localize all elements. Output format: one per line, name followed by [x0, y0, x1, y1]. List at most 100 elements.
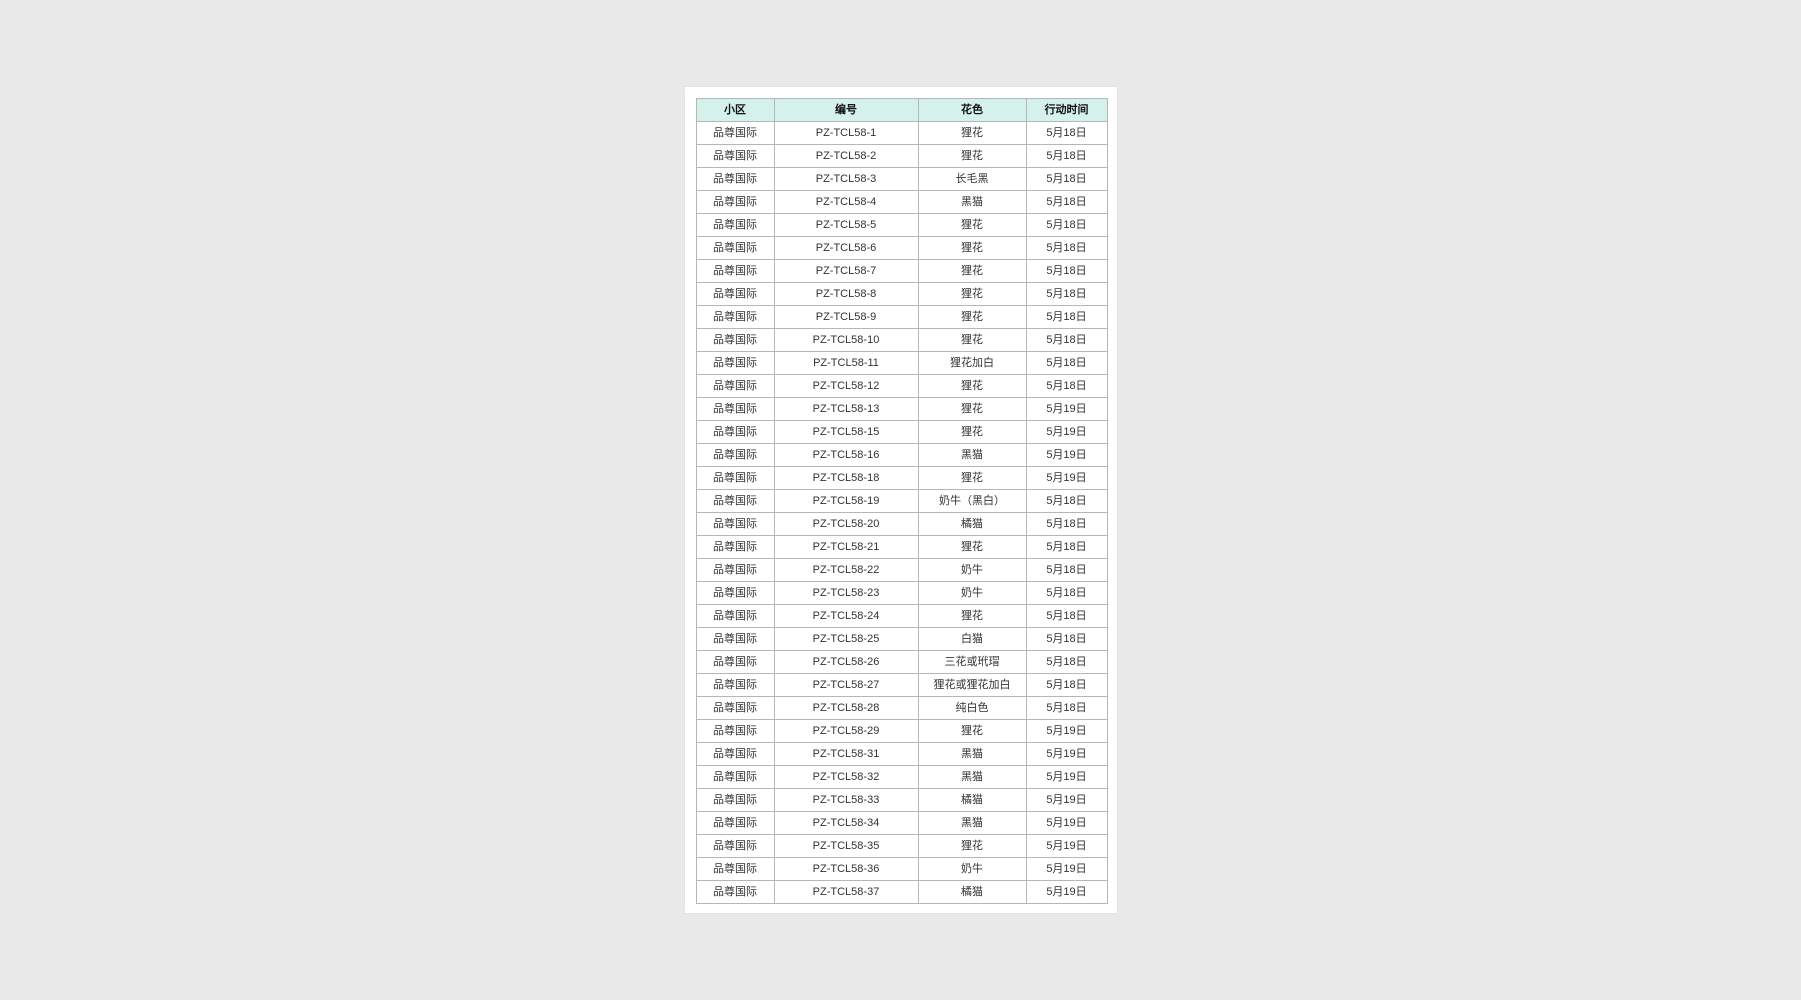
cell-code: PZ-TCL58-6: [773, 236, 919, 260]
cell-code: PZ-TCL58-12: [773, 374, 919, 398]
cell-date: 5月18日: [1025, 627, 1108, 651]
table-row: 品尊国际 PZ-TCL58-25 白猫 5月18日: [695, 627, 1108, 651]
cell-color: 狸花: [917, 121, 1027, 145]
cell-community: 品尊国际: [695, 788, 775, 812]
cell-community: 品尊国际: [695, 190, 775, 214]
cell-community: 品尊国际: [695, 420, 775, 444]
table-row: 品尊国际 PZ-TCL58-37 橘猫 5月19日: [695, 880, 1108, 904]
cell-community: 品尊国际: [695, 581, 775, 605]
cell-date: 5月19日: [1025, 443, 1108, 467]
cell-color: 奶牛: [917, 857, 1027, 881]
table-row: 品尊国际 PZ-TCL58-11 狸花加白 5月18日: [695, 351, 1108, 375]
table-row: 品尊国际 PZ-TCL58-27 狸花或狸花加白 5月18日: [695, 673, 1108, 697]
cell-date: 5月18日: [1025, 259, 1108, 283]
table-row: 品尊国际 PZ-TCL58-12 狸花 5月18日: [695, 374, 1108, 398]
cell-color: 狸花或狸花加白: [917, 673, 1027, 697]
cell-community: 品尊国际: [695, 811, 775, 835]
cell-code: PZ-TCL58-5: [773, 213, 919, 237]
table-row: 品尊国际 PZ-TCL58-1 狸花 5月18日: [695, 121, 1108, 145]
cell-code: PZ-TCL58-1: [773, 121, 919, 145]
table-row: 品尊国际 PZ-TCL58-24 狸花 5月18日: [695, 604, 1108, 628]
cell-date: 5月18日: [1025, 305, 1108, 329]
cell-community: 品尊国际: [695, 374, 775, 398]
cell-code: PZ-TCL58-27: [773, 673, 919, 697]
table-row: 品尊国际 PZ-TCL58-2 狸花 5月18日: [695, 144, 1108, 168]
table-row: 品尊国际 PZ-TCL58-26 三花或玳瑁 5月18日: [695, 650, 1108, 674]
cell-date: 5月18日: [1025, 673, 1108, 697]
cell-date: 5月18日: [1025, 167, 1108, 191]
cell-color: 狸花: [917, 397, 1027, 421]
table-row: 品尊国际 PZ-TCL58-36 奶牛 5月19日: [695, 857, 1108, 881]
cell-date: 5月18日: [1025, 581, 1108, 605]
cell-color: 橘猫: [917, 512, 1027, 536]
cell-code: PZ-TCL58-16: [773, 443, 919, 467]
cell-community: 品尊国际: [695, 857, 775, 881]
cell-community: 品尊国际: [695, 305, 775, 329]
cell-code: PZ-TCL58-24: [773, 604, 919, 628]
cell-date: 5月18日: [1025, 190, 1108, 214]
cell-community: 品尊国际: [695, 282, 775, 306]
table-row: 品尊国际 PZ-TCL58-6 狸花 5月18日: [695, 236, 1108, 260]
cell-code: PZ-TCL58-20: [773, 512, 919, 536]
cell-code: PZ-TCL58-23: [773, 581, 919, 605]
cell-color: 狸花: [917, 282, 1027, 306]
table-row: 品尊国际 PZ-TCL58-7 狸花 5月18日: [695, 259, 1108, 283]
table-row: 品尊国际 PZ-TCL58-10 狸花 5月18日: [695, 328, 1108, 352]
cell-community: 品尊国际: [695, 765, 775, 789]
table-row: 品尊国际 PZ-TCL58-29 狸花 5月19日: [695, 719, 1108, 743]
cell-color: 长毛黑: [917, 167, 1027, 191]
cell-date: 5月19日: [1025, 880, 1108, 904]
cell-color: 狸花: [917, 604, 1027, 628]
cell-color: 橘猫: [917, 880, 1027, 904]
table-row: 品尊国际 PZ-TCL58-3 长毛黑 5月18日: [695, 167, 1108, 191]
cell-community: 品尊国际: [695, 719, 775, 743]
cell-code: PZ-TCL58-26: [773, 650, 919, 674]
cell-date: 5月18日: [1025, 650, 1108, 674]
table-row: 品尊国际 PZ-TCL58-19 奶牛（黑白） 5月18日: [695, 489, 1108, 513]
cell-community: 品尊国际: [695, 121, 775, 145]
table-row: 品尊国际 PZ-TCL58-35 狸花 5月19日: [695, 834, 1108, 858]
cell-code: PZ-TCL58-28: [773, 696, 919, 720]
cell-date: 5月19日: [1025, 420, 1108, 444]
cell-community: 品尊国际: [695, 512, 775, 536]
cell-code: PZ-TCL58-8: [773, 282, 919, 306]
table-row: 品尊国际 PZ-TCL58-20 橘猫 5月18日: [695, 512, 1108, 536]
table-row: 品尊国际 PZ-TCL58-32 黑猫 5月19日: [695, 765, 1108, 789]
header-cell-code: 编号: [773, 98, 919, 122]
table-body: 品尊国际 PZ-TCL58-1 狸花 5月18日 品尊国际 PZ-TCL58-2 狸花 5月1…: [695, 121, 1108, 904]
cell-community: 品尊国际: [695, 328, 775, 352]
cell-community: 品尊国际: [695, 443, 775, 467]
cell-color: 狸花: [917, 328, 1027, 352]
cell-code: PZ-TCL58-35: [773, 834, 919, 858]
cell-color: 狸花: [917, 834, 1027, 858]
cell-community: 品尊国际: [695, 558, 775, 582]
cell-date: 5月19日: [1025, 765, 1108, 789]
cell-community: 品尊国际: [695, 489, 775, 513]
cell-color: 狸花: [917, 144, 1027, 168]
cell-color: 狸花: [917, 213, 1027, 237]
table-row: 品尊国际 PZ-TCL58-8 狸花 5月18日: [695, 282, 1108, 306]
cell-code: PZ-TCL58-7: [773, 259, 919, 283]
cell-code: PZ-TCL58-4: [773, 190, 919, 214]
cell-color: 纯白色: [917, 696, 1027, 720]
cell-color: 狸花: [917, 466, 1027, 490]
cell-date: 5月18日: [1025, 374, 1108, 398]
cell-color: 三花或玳瑁: [917, 650, 1027, 674]
cell-color: 狸花加白: [917, 351, 1027, 375]
cell-date: 5月18日: [1025, 351, 1108, 375]
table-row: 品尊国际 PZ-TCL58-22 奶牛 5月18日: [695, 558, 1108, 582]
cell-code: PZ-TCL58-36: [773, 857, 919, 881]
table-row: 品尊国际 PZ-TCL58-28 纯白色 5月18日: [695, 696, 1108, 720]
cell-date: 5月18日: [1025, 604, 1108, 628]
cell-community: 品尊国际: [695, 236, 775, 260]
cell-community: 品尊国际: [695, 535, 775, 559]
cell-code: PZ-TCL58-11: [773, 351, 919, 375]
cell-community: 品尊国际: [695, 880, 775, 904]
cell-date: 5月18日: [1025, 558, 1108, 582]
cell-date: 5月18日: [1025, 121, 1108, 145]
cell-date: 5月19日: [1025, 742, 1108, 766]
cell-date: 5月18日: [1025, 696, 1108, 720]
cell-color: 黑猫: [917, 190, 1027, 214]
cell-date: 5月19日: [1025, 788, 1108, 812]
cell-community: 品尊国际: [695, 213, 775, 237]
